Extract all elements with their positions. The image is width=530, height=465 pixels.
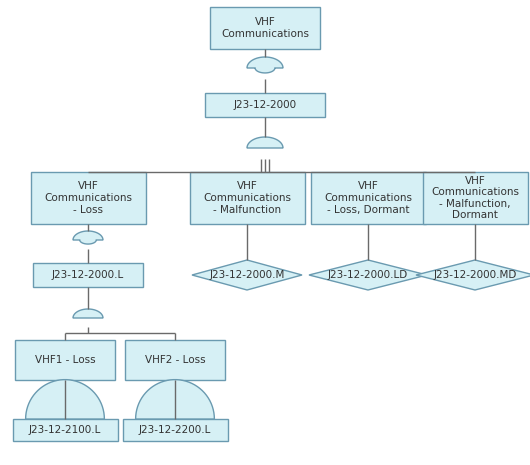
Polygon shape: [73, 231, 103, 244]
FancyBboxPatch shape: [205, 93, 325, 117]
Text: VHF
Communications
- Malfunction: VHF Communications - Malfunction: [203, 181, 291, 215]
Text: J23-12-2000.L: J23-12-2000.L: [52, 270, 124, 280]
Polygon shape: [247, 137, 283, 148]
Text: VHF1 - Loss: VHF1 - Loss: [34, 355, 95, 365]
Polygon shape: [416, 260, 530, 290]
Polygon shape: [247, 57, 283, 73]
FancyBboxPatch shape: [422, 172, 527, 224]
Text: J23-12-2200.L: J23-12-2200.L: [139, 425, 211, 435]
FancyBboxPatch shape: [122, 419, 227, 441]
FancyBboxPatch shape: [210, 7, 320, 49]
Text: VHF
Communications
- Loss, Dormant: VHF Communications - Loss, Dormant: [324, 181, 412, 215]
FancyBboxPatch shape: [190, 172, 305, 224]
Text: VHF
Communications
- Malfunction,
Dormant: VHF Communications - Malfunction, Dorman…: [431, 176, 519, 220]
Text: J23-12-2000: J23-12-2000: [233, 100, 297, 110]
FancyBboxPatch shape: [125, 340, 225, 380]
Text: VHF
Communications
- Loss: VHF Communications - Loss: [44, 181, 132, 215]
Polygon shape: [25, 379, 104, 419]
FancyBboxPatch shape: [311, 172, 426, 224]
Polygon shape: [73, 309, 103, 318]
FancyBboxPatch shape: [33, 263, 143, 287]
FancyBboxPatch shape: [13, 419, 118, 441]
FancyBboxPatch shape: [31, 172, 146, 224]
Text: J23-12-2100.L: J23-12-2100.L: [29, 425, 101, 435]
Polygon shape: [136, 379, 214, 419]
Text: J23-12-2000.MD: J23-12-2000.MD: [434, 270, 517, 280]
Polygon shape: [309, 260, 427, 290]
Text: VHF2 - Loss: VHF2 - Loss: [145, 355, 205, 365]
FancyBboxPatch shape: [15, 340, 115, 380]
Text: J23-12-2000.M: J23-12-2000.M: [209, 270, 285, 280]
Polygon shape: [192, 260, 302, 290]
Text: J23-12-2000.LD: J23-12-2000.LD: [328, 270, 408, 280]
Text: VHF
Communications: VHF Communications: [221, 17, 309, 39]
